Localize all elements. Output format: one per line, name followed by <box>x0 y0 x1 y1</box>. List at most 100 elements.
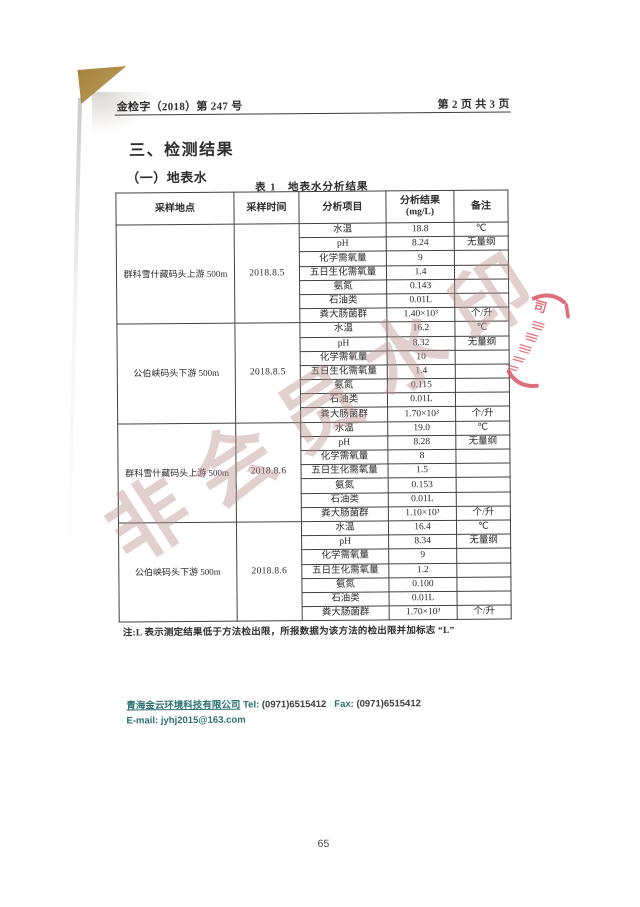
remark-cell: ℃ <box>456 519 511 535</box>
doc-number: 金检字（2018）第 247 号 <box>116 100 243 114</box>
analysis-result-cell: 0.01L <box>388 491 457 507</box>
sampling-date-cell: 2018.8.6 <box>236 521 303 622</box>
remark-cell: ℃ <box>455 420 510 436</box>
analysis-item-cell: 粪大肠菌群 <box>299 308 387 323</box>
fax-label: Fax: <box>334 698 354 710</box>
analysis-item-cell: 水温 <box>300 421 388 437</box>
analysis-item-cell: 石油类 <box>302 591 390 607</box>
analysis-item-cell: 水温 <box>299 322 388 338</box>
remark-cell: 个/升 <box>455 406 510 422</box>
remark-cell <box>456 548 511 563</box>
column-header: 备注 <box>453 189 509 223</box>
analysis-item-cell: pH <box>300 336 388 352</box>
analysis-result-cell: 1.5 <box>388 463 457 479</box>
analysis-result-cell: 0.01L <box>387 392 456 408</box>
analysis-item-cell: 石油类 <box>299 293 387 309</box>
report-footer: 青海金云环境科技有限公司 Tel: (0971)6515412 Fax: (09… <box>126 697 421 729</box>
remark-cell: 无量纲 <box>456 534 511 549</box>
remark-cell: 个/升 <box>457 605 512 620</box>
remark-cell <box>455 378 510 393</box>
remark-cell <box>454 264 509 280</box>
analysis-item-cell: 氨氮 <box>300 378 388 394</box>
page-corner-shadow <box>92 92 162 138</box>
remark-cell: ℃ <box>454 221 509 237</box>
analysis-result-cell: 8.28 <box>387 435 456 450</box>
remark-cell <box>454 278 509 294</box>
remark-cell <box>456 562 511 578</box>
analysis-item-cell: 氨氮 <box>299 279 387 295</box>
analysis-item-cell: 氨氮 <box>301 478 389 494</box>
email-label: E-mail: <box>126 714 159 727</box>
analysis-item-cell: 五日生化需氧量 <box>301 464 389 479</box>
analysis-result-cell: 8 <box>387 449 457 465</box>
remark-cell <box>455 349 510 365</box>
analysis-item-cell: 五日生化需氧量 <box>299 265 387 281</box>
footer-contact-line: 青海金云环境科技有限公司 Tel: (0971)6515412 Fax: (09… <box>126 697 421 714</box>
column-header: 分析项目 <box>298 190 387 224</box>
column-header: 采样时间 <box>233 191 300 225</box>
page-indicator: 第 2 页 共 3 页 <box>437 98 510 112</box>
analysis-result-cell: 16.4 <box>388 520 457 536</box>
column-header: 采样地点 <box>115 192 235 226</box>
sampling-location-cell: 公伯峡码头下游 500m <box>118 522 238 623</box>
analysis-result-cell: 19.0 <box>387 421 456 436</box>
remark-cell: ℃ <box>454 321 509 336</box>
remark-cell <box>456 477 511 492</box>
tel-label: Tel: <box>243 699 260 711</box>
page-number: 65 <box>317 837 330 850</box>
remark-cell: 无量纲 <box>454 236 509 251</box>
fax-number: (0971)6515412 <box>356 698 421 710</box>
analysis-item-cell: 粪大肠菌群 <box>302 605 390 621</box>
analysis-item-cell: pH <box>300 435 388 451</box>
analysis-item-cell: 石油类 <box>300 393 388 409</box>
analysis-item-cell: 化学需氧量 <box>300 350 388 366</box>
analysis-result-cell: 0.01L <box>386 293 455 309</box>
analysis-result-cell: 1.2 <box>388 562 457 578</box>
analysis-result-cell: 0.01L <box>389 591 458 606</box>
remark-cell <box>455 363 510 379</box>
analysis-result-cell: 9 <box>386 250 455 266</box>
sampling-date-cell: 2018.8.5 <box>234 223 300 324</box>
analysis-result-cell: 18.8 <box>386 222 455 238</box>
analysis-result-cell: 8.24 <box>386 236 455 252</box>
analysis-result-cell: 8.32 <box>387 335 456 351</box>
analysis-result-cell: 8.34 <box>388 534 457 550</box>
footer-email-line: E-mail: jyhj2015@163.com <box>126 712 421 729</box>
remark-cell <box>454 250 509 265</box>
analysis-result-cell: 1.4 <box>387 364 456 379</box>
analysis-item-cell: 五日生化需氧量 <box>301 563 389 579</box>
analysis-item-cell: 氨氮 <box>301 577 390 593</box>
analysis-result-cell: 1.10×10³ <box>388 506 457 521</box>
column-header: 分析结果 (mg/L) <box>385 190 455 223</box>
remark-cell <box>454 292 509 308</box>
surface-water-results-table: 采样地点 采样时间 分析项目 分析结果 (mg/L) 备注 群科雪什藏码头上游 500m 2… <box>115 189 512 623</box>
analysis-item-cell: 粪大肠菌群 <box>300 407 388 423</box>
remark-cell <box>455 448 511 464</box>
analysis-item-cell: 化学需氧量 <box>299 251 387 267</box>
remark-cell <box>456 463 511 478</box>
analysis-item-cell: 化学需氧量 <box>301 549 389 565</box>
analysis-result-cell: 1.70×10³ <box>387 406 456 422</box>
remark-cell <box>457 590 512 606</box>
analysis-result-cell: 1.40×10³ <box>386 307 455 323</box>
sampling-date-cell: 2018.8.6 <box>235 422 302 523</box>
analysis-item-cell: 化学需氧量 <box>300 449 389 465</box>
analysis-item-cell: pH <box>299 237 387 252</box>
sampling-date-cell: 2018.8.5 <box>234 322 301 423</box>
remark-cell: 个/升 <box>454 307 509 322</box>
remark-cell: 无量纲 <box>455 335 510 351</box>
remark-cell <box>455 392 510 407</box>
sampling-location-cell: 群科雪什藏码头上游 500m <box>116 224 235 325</box>
analysis-item-cell: 水温 <box>299 222 387 238</box>
analysis-result-cell: 10 <box>387 350 456 365</box>
tel-number: (0971)6515412 <box>261 698 327 711</box>
analysis-item-cell: 水温 <box>301 520 389 536</box>
remark-cell: 无量纲 <box>455 434 510 450</box>
analysis-result-cell: 1.4 <box>386 264 455 280</box>
section-title: 三、检测结果 <box>128 141 235 160</box>
analysis-item-cell: 石油类 <box>301 492 389 508</box>
analysis-result-cell: 16.2 <box>386 321 456 337</box>
analysis-result-cell: 0.115 <box>387 378 456 394</box>
